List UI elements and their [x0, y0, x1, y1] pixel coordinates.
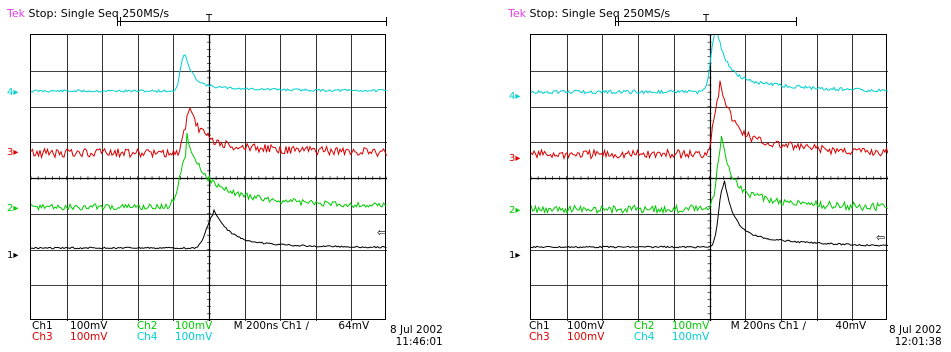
trigger-level-readout: 64mV [338, 320, 370, 332]
ch3-scale: 100mV [70, 331, 108, 343]
readout-row-1: Ch1 100mV Ch2 100mV M 200ns Ch1 ∕ 40mV [529, 321, 866, 332]
trigger-marker: T [206, 13, 213, 24]
ch3-trace [31, 106, 387, 160]
ch1-label: Ch1 [32, 320, 53, 332]
channel-3-marker: 3▸ [509, 153, 521, 164]
graticule-lines [531, 35, 888, 321]
ch3-label: Ch3 [529, 331, 550, 343]
ch2-trace [531, 135, 888, 215]
status-header: Tek Stop: Single Seq 250MS/s [508, 7, 670, 20]
graticule [530, 34, 888, 321]
scope-screen-left: Tek Stop: Single Seq 250MS/s T 4▸ 3▸ 2▸ … [0, 0, 443, 352]
channel-2-marker: 2▸ [509, 205, 521, 216]
graticule-lines [31, 35, 387, 321]
ch4-label: Ch4 [136, 331, 158, 343]
ch2-trace [31, 132, 387, 211]
time-label: 12:01:38 [894, 336, 942, 348]
ch2-scale: 100mV [671, 320, 710, 332]
ch3-scale: 100mV [567, 331, 605, 343]
channel-1-marker: 1▸ [509, 250, 521, 261]
ch4-label: Ch4 [633, 331, 655, 343]
ch1-scale: 100mV [70, 320, 108, 332]
waveform-plot [531, 35, 888, 321]
channel-3-marker: 3▸ [7, 147, 19, 158]
acquisition-status: Stop: Single Seq 250MS/s [529, 7, 671, 20]
waveform-plot [31, 35, 387, 321]
timestamp: 8 Jul 2002 11:46:01 [390, 324, 443, 348]
ch4-scale: 100mV [174, 331, 213, 343]
ch3-label: Ch3 [32, 331, 53, 343]
ch1-scale: 100mV [567, 320, 605, 332]
ch4-trace [531, 35, 888, 95]
scope-screen-right: Tek Stop: Single Seq 250MS/s T 4▸ 3▸ 2▸ … [475, 0, 942, 352]
readout-row-2: Ch3 100mV Ch4 100mV [32, 332, 212, 343]
trigger-level-readout: 40mV [835, 320, 867, 332]
ch2-label: Ch2 [633, 320, 655, 332]
ch2-label: Ch2 [136, 320, 158, 332]
brand-label: Tek [508, 7, 526, 20]
channel-1-marker: 1▸ [7, 250, 19, 261]
trigger-position-bar: T [615, 13, 797, 26]
ch2-scale: 100mV [174, 320, 213, 332]
date-label: 8 Jul 2002 [889, 324, 942, 336]
channel-2-marker: 2▸ [7, 203, 19, 214]
ch1-trace [31, 208, 387, 250]
ch3-trace [531, 80, 888, 161]
ch4-trace [31, 54, 387, 93]
acquisition-status: Stop: Single Seq 250MS/s [28, 7, 170, 20]
time-label: 11:46:01 [395, 336, 443, 348]
readout-row-1: Ch1 100mV Ch2 100mV M 200ns Ch1 ∕ 64mV [32, 321, 369, 332]
timestamp: 8 Jul 2002 12:01:38 [889, 324, 942, 348]
readout-row-2: Ch3 100mV Ch4 100mV [529, 332, 709, 343]
arrow-left-icon: ⇦ [876, 231, 886, 244]
ch1-label: Ch1 [529, 320, 550, 332]
brand-label: Tek [7, 7, 25, 20]
channel-4-marker: 4▸ [7, 87, 19, 98]
timebase-readout: M 200ns Ch1 ∕ [730, 320, 807, 332]
graticule [30, 34, 387, 321]
trigger-position-bar: T [117, 13, 387, 26]
status-header: Tek Stop: Single Seq 250MS/s [7, 7, 169, 20]
channel-4-marker: 4▸ [509, 91, 521, 102]
trigger-marker: T [703, 13, 710, 24]
arrow-left-icon: ⇦ [377, 226, 387, 239]
ch4-scale: 100mV [671, 331, 710, 343]
date-label: 8 Jul 2002 [390, 324, 443, 336]
ch1-trace [531, 180, 888, 249]
timebase-readout: M 200ns Ch1 ∕ [233, 320, 310, 332]
